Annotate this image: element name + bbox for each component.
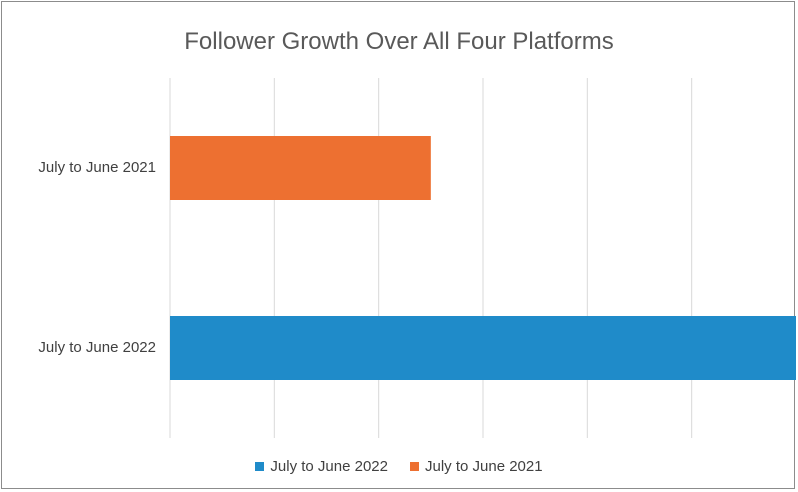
category-label-2021: July to June 2021 [38,159,156,176]
chart-title: Follower Growth Over All Four Platforms [184,28,614,55]
legend: July to June 2022 July to June 2021 [0,458,798,475]
legend-swatch-2021 [410,462,419,471]
bar-2021 [170,136,431,200]
legend-label-2022: July to June 2022 [270,458,388,475]
category-label-2022: July to June 2022 [38,339,156,356]
legend-label-2021: July to June 2021 [425,458,543,475]
bar-2022 [170,316,796,380]
legend-item-2021: July to June 2021 [410,458,543,475]
legend-swatch-2022 [255,462,265,471]
legend-item-2022: July to June 2022 [255,458,388,475]
